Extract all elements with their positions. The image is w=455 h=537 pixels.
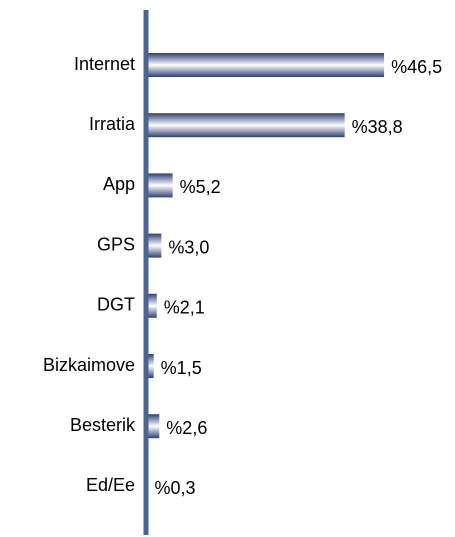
value-label: %38,8 (352, 117, 403, 137)
bar (146, 354, 154, 378)
value-label: %5,2 (180, 177, 221, 197)
bar (146, 113, 345, 138)
value-label: %0,3 (155, 478, 196, 498)
bar (146, 233, 162, 258)
category-label: GPS (97, 234, 135, 254)
category-label: Irratia (89, 114, 136, 134)
value-label: %46,5 (391, 57, 442, 77)
value-label: %1,5 (161, 358, 202, 378)
category-label: DGT (97, 295, 135, 315)
bar (146, 414, 160, 439)
bar (146, 173, 173, 198)
category-label: Ed/Ee (86, 475, 135, 495)
category-label: Besterik (70, 415, 136, 435)
bar (146, 293, 157, 318)
category-label: Bizkaimove (43, 355, 135, 375)
value-label: %2,1 (164, 298, 205, 318)
value-label: %2,6 (166, 418, 207, 438)
category-label: App (103, 174, 135, 194)
category-label: Internet (74, 54, 135, 74)
bar (146, 53, 385, 77)
value-label: %3,0 (168, 237, 209, 257)
